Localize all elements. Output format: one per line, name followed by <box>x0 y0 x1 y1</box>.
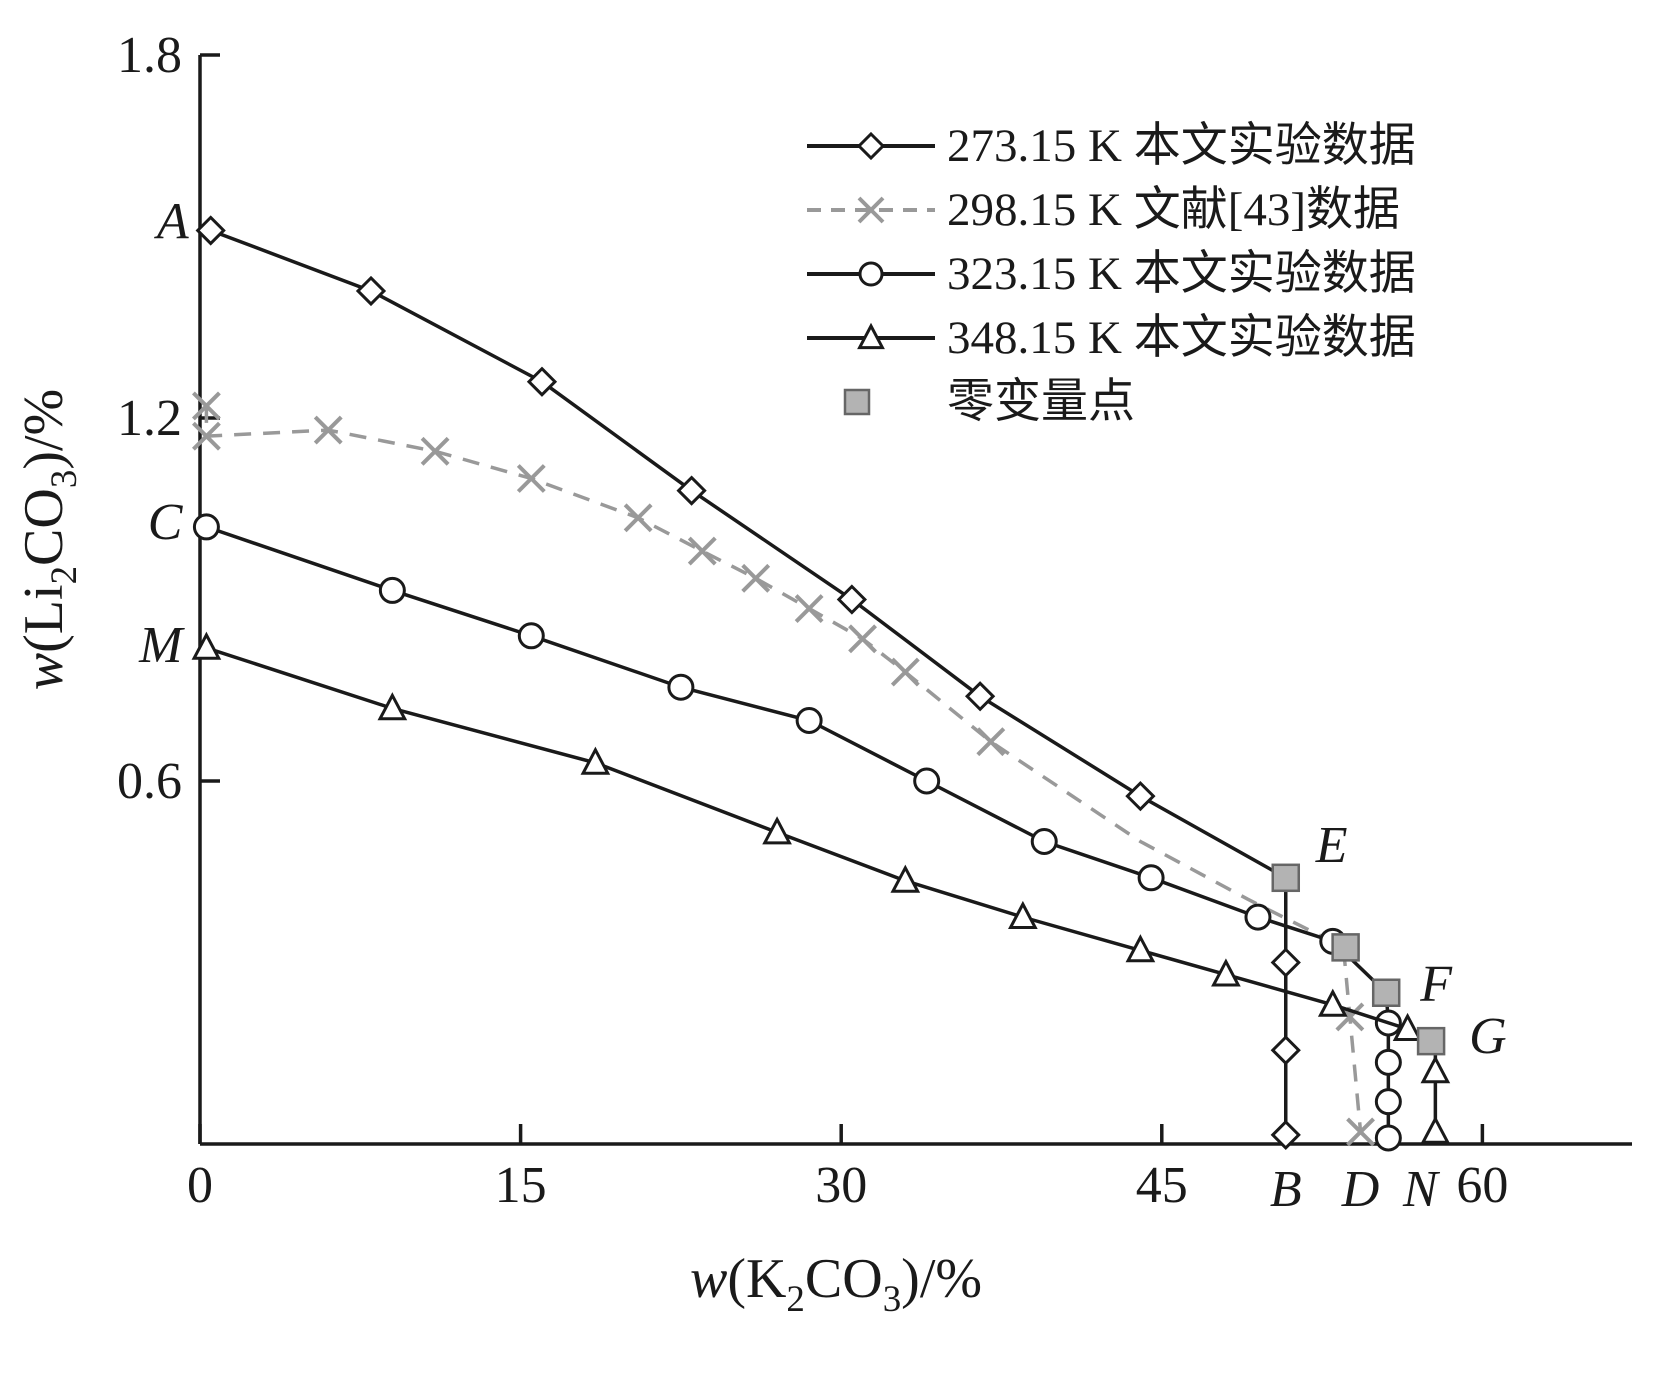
legend-label: 323.15 K 本文实验数据 <box>947 247 1416 300</box>
legend-item: 298.15 K 文献[43]数据 <box>805 182 1416 238</box>
invariant-points <box>1271 863 1446 1056</box>
svg-text:15: 15 <box>495 1157 547 1214</box>
series-3 <box>191 631 1451 1144</box>
x-axis-title: w(K2CO3)/% <box>690 1248 982 1319</box>
svg-text:0.6: 0.6 <box>117 753 182 810</box>
svg-text:1.8: 1.8 <box>117 27 182 84</box>
svg-text:60: 60 <box>1456 1157 1508 1214</box>
svg-text:30: 30 <box>815 1157 867 1214</box>
legend-sample-triangle <box>807 322 935 350</box>
legend-item: 348.15 K 本文实验数据 <box>805 310 1416 366</box>
legend-label: 273.15 K 本文实验数据 <box>947 119 1416 172</box>
legend-item: 323.15 K 本文实验数据 <box>805 246 1416 302</box>
svg-text:F: F <box>1419 956 1453 1013</box>
svg-text:E: E <box>1315 817 1348 874</box>
legend-sample-circle <box>807 261 935 287</box>
svg-text:N: N <box>1402 1161 1441 1218</box>
legend-sample-square <box>843 388 871 416</box>
series-2 <box>192 513 1402 1152</box>
svg-text:D: D <box>1341 1161 1380 1218</box>
legend-item: 零变量点 <box>805 374 1416 430</box>
y-axis-title: w(Li2CO3)/% <box>13 389 84 690</box>
svg-text:C: C <box>148 494 184 551</box>
legend-sample-x <box>807 196 935 224</box>
point-labels: A C M E FG B D N <box>138 193 1507 1218</box>
legend-label: 348.15 K 本文实验数据 <box>947 311 1416 364</box>
series-1 <box>191 391 1375 1147</box>
svg-text:G: G <box>1469 1008 1507 1065</box>
svg-text:B: B <box>1270 1161 1302 1218</box>
svg-text:0: 0 <box>187 1157 213 1214</box>
legend: 273.15 K 本文实验数据 298.15 K 文献[43]数据 323.15… <box>805 118 1416 430</box>
svg-text:M: M <box>138 617 185 674</box>
ticks: 0.6 1.2 1.8 0 15 30 45 60 <box>117 27 1508 1214</box>
svg-text:45: 45 <box>1136 1157 1188 1214</box>
legend-label: 298.15 K 文献[43]数据 <box>947 183 1400 236</box>
legend-sample-diamond <box>807 131 935 161</box>
svg-text:1.2: 1.2 <box>117 390 182 447</box>
legend-label: 零变量点 <box>947 375 1135 428</box>
legend-item: 273.15 K 本文实验数据 <box>805 118 1416 174</box>
svg-text:A: A <box>154 193 189 250</box>
